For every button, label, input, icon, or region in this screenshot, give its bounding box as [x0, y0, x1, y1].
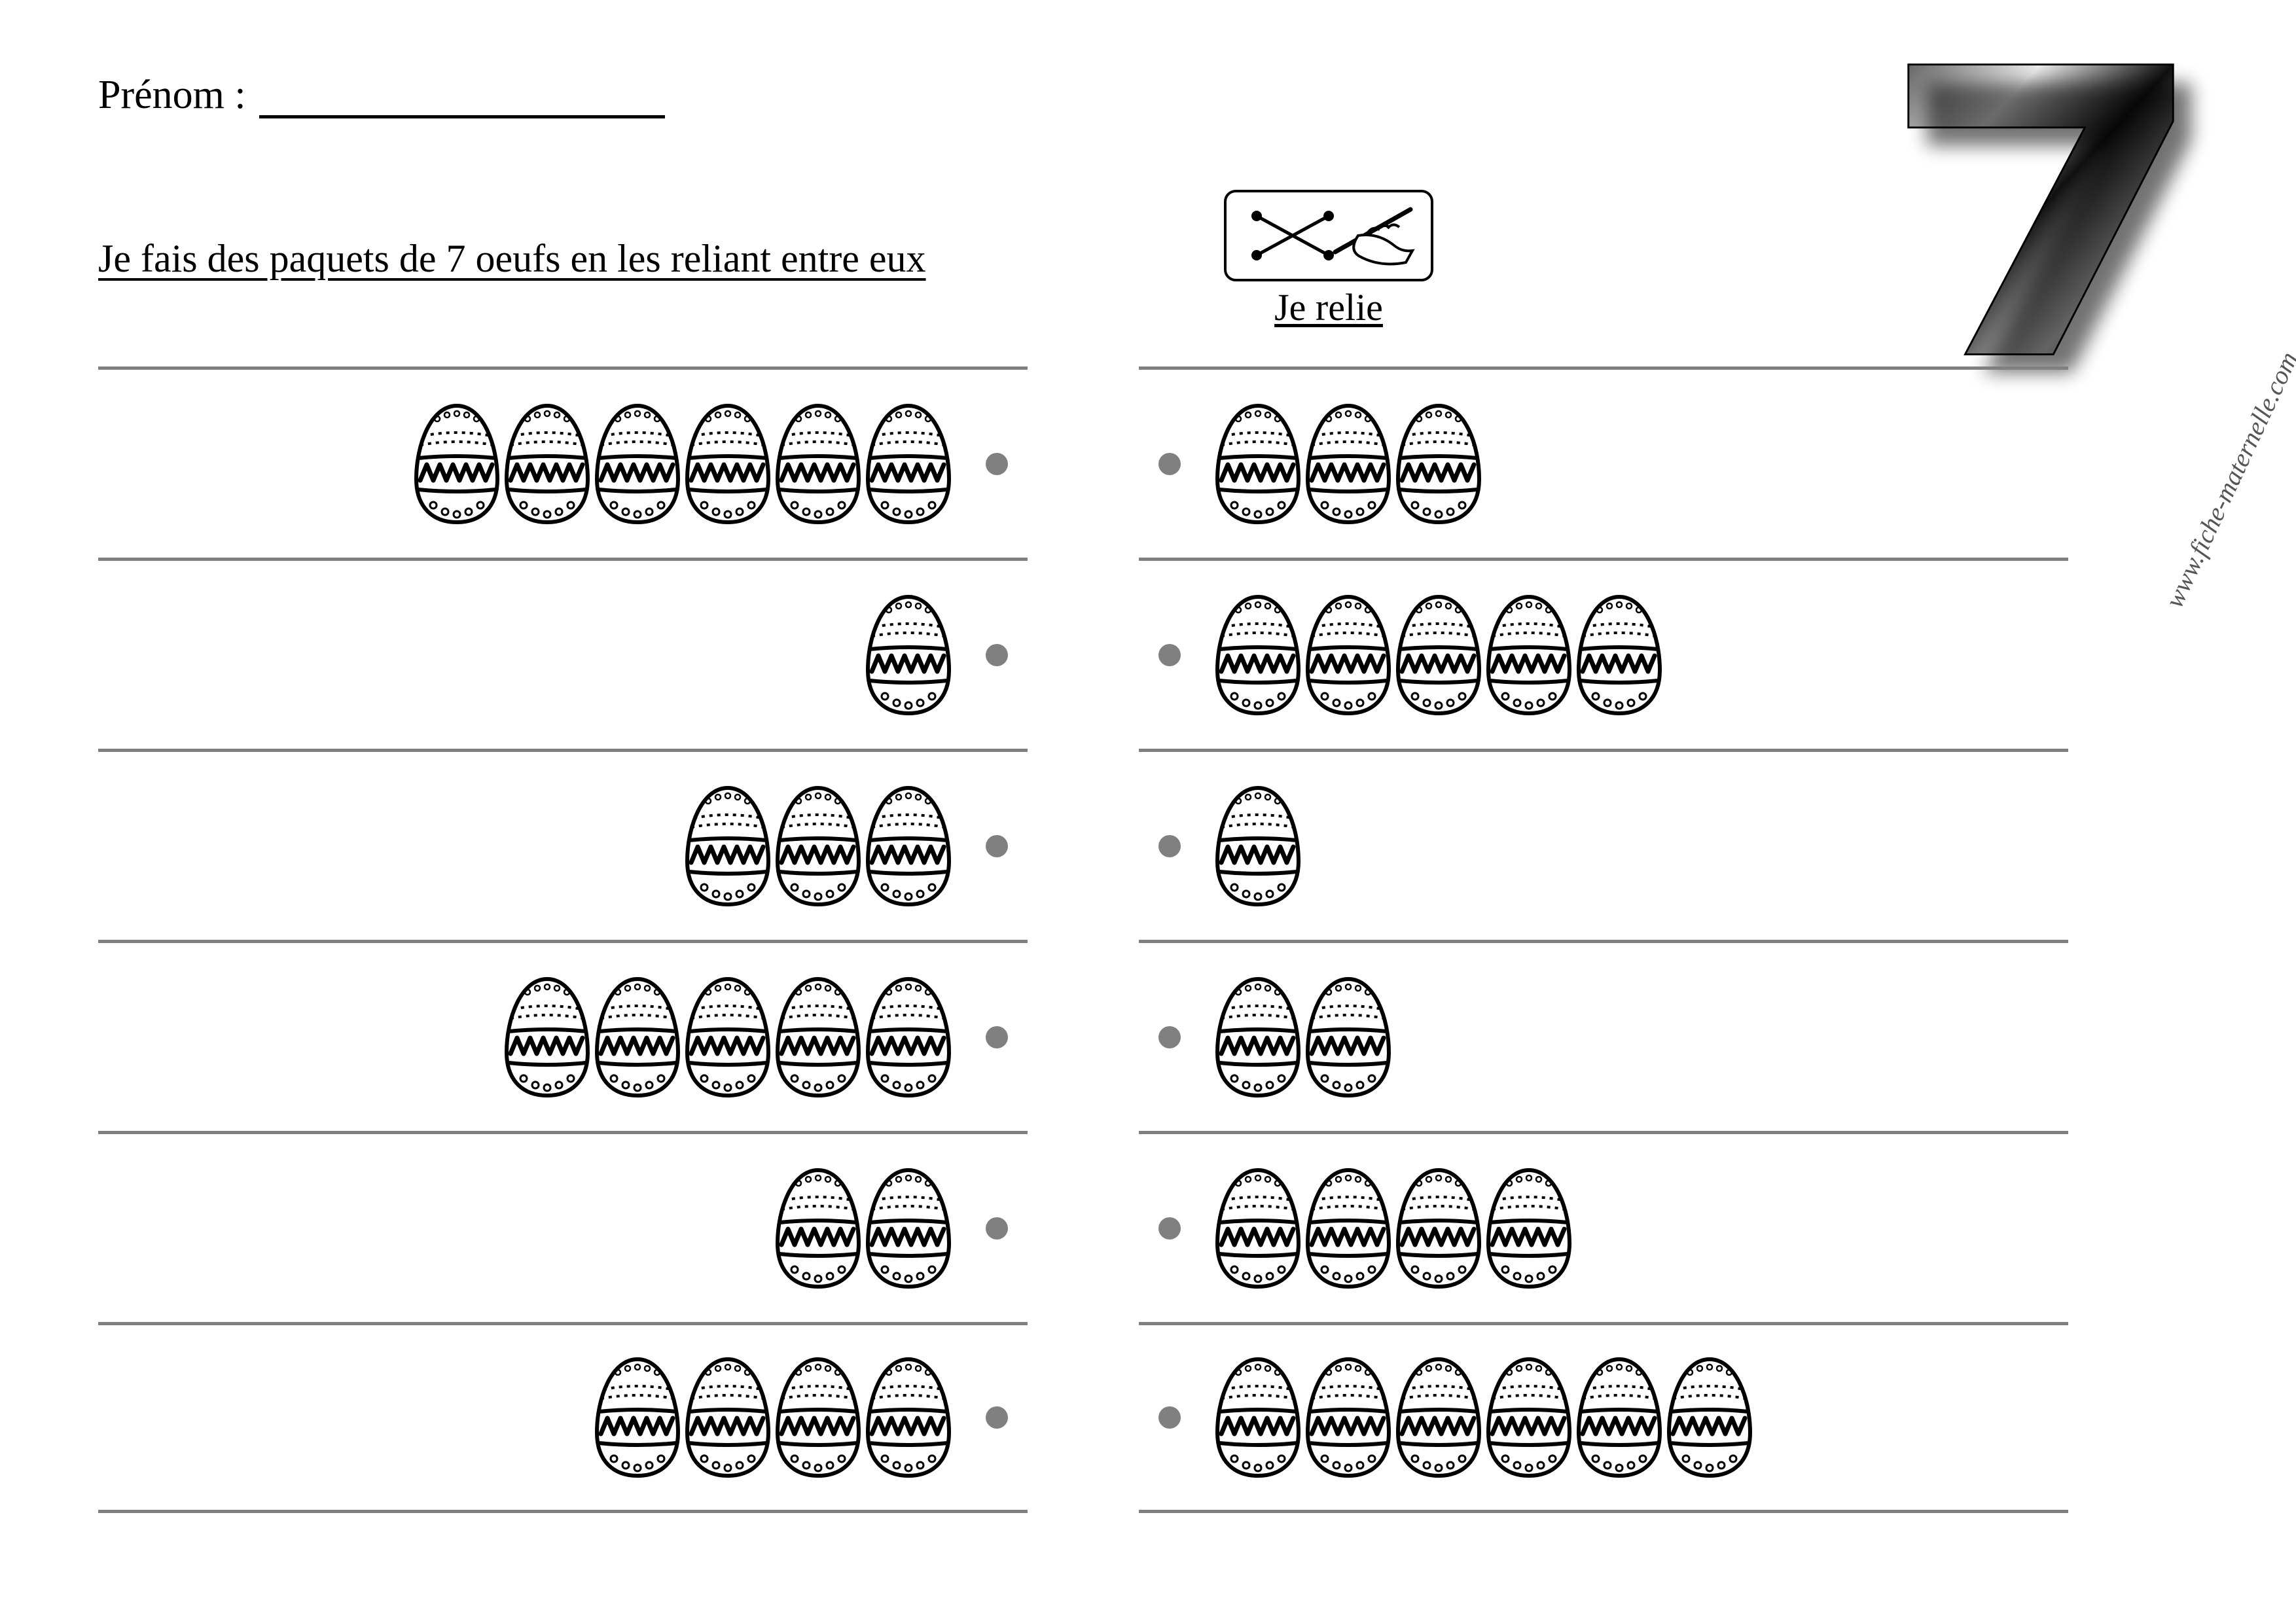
egg-icon: [1572, 1355, 1666, 1480]
egg-icon: [861, 1166, 956, 1291]
egg-icon: [1301, 1355, 1395, 1480]
egg-row[interactable]: [98, 366, 1028, 558]
egg-row[interactable]: [98, 749, 1028, 940]
egg-icon: [500, 402, 594, 526]
egg-icon: [1211, 593, 1305, 717]
matching-grid: [98, 366, 2068, 1513]
egg-group: [1211, 402, 1486, 526]
egg-icon: [681, 975, 775, 1099]
egg-row[interactable]: [98, 940, 1028, 1131]
egg-icon: [1482, 1166, 1576, 1291]
source-url: www.fiche-maternelle.com: [2159, 347, 2296, 613]
egg-icon: [1572, 593, 1666, 717]
egg-icon: [771, 1166, 865, 1291]
egg-icon: [861, 975, 956, 1099]
egg-row[interactable]: [98, 558, 1028, 749]
egg-icon: [1211, 784, 1305, 908]
egg-icon: [1391, 593, 1486, 717]
egg-icon: [590, 975, 685, 1099]
egg-icon: [1482, 593, 1576, 717]
egg-icon: [1211, 975, 1305, 1099]
egg-icon: [500, 975, 594, 1099]
relie-pictogram: Je relie: [1224, 190, 1433, 329]
egg-group: [771, 1166, 956, 1291]
egg-icon: [1301, 593, 1395, 717]
egg-icon: [1301, 402, 1395, 526]
relie-label: Je relie: [1224, 285, 1433, 329]
egg-icon: [771, 975, 865, 1099]
connection-dot[interactable]: [986, 1406, 1008, 1429]
egg-icon: [1391, 402, 1486, 526]
egg-icon: [771, 402, 865, 526]
egg-row[interactable]: [98, 1322, 1028, 1513]
instruction-text: Je fais des paquets de 7 oeufs en les re…: [98, 236, 2217, 281]
egg-row[interactable]: [1139, 1131, 2068, 1322]
egg-row[interactable]: [1139, 940, 2068, 1131]
egg-group: [1211, 784, 1305, 908]
egg-icon: [590, 402, 685, 526]
egg-icon: [1391, 1355, 1486, 1480]
egg-icon: [861, 1355, 956, 1480]
egg-icon: [771, 784, 865, 908]
egg-icon: [861, 402, 956, 526]
egg-icon: [410, 402, 504, 526]
connection-dot[interactable]: [1158, 644, 1181, 666]
egg-row[interactable]: [1139, 749, 2068, 940]
connection-dot[interactable]: [986, 453, 1008, 475]
egg-icon: [1211, 1355, 1305, 1480]
connection-dot[interactable]: [1158, 835, 1181, 857]
egg-icon: [1482, 1355, 1576, 1480]
egg-group: [500, 975, 956, 1099]
egg-group: [590, 1355, 956, 1480]
egg-group: [1211, 1166, 1576, 1291]
egg-row[interactable]: [1139, 366, 2068, 558]
name-field-row: Prénom :: [98, 72, 2217, 118]
egg-icon: [681, 1355, 775, 1480]
relie-icon: [1224, 190, 1433, 281]
worksheet-page: Prénom : Je fais des paquets de 7 oeufs …: [0, 0, 2296, 1623]
egg-icon: [771, 1355, 865, 1480]
connection-dot[interactable]: [1158, 453, 1181, 475]
egg-icon: [861, 593, 956, 717]
name-label: Prénom :: [98, 72, 246, 118]
egg-group: [681, 784, 956, 908]
egg-row[interactable]: [1139, 1322, 2068, 1513]
egg-row[interactable]: [1139, 558, 2068, 749]
egg-icon: [1662, 1355, 1757, 1480]
egg-icon: [1301, 975, 1395, 1099]
egg-group: [1211, 593, 1666, 717]
connection-dot[interactable]: [986, 1217, 1008, 1240]
egg-icon: [1301, 1166, 1395, 1291]
egg-icon: [1211, 1166, 1305, 1291]
connection-dot[interactable]: [1158, 1217, 1181, 1240]
egg-icon: [681, 402, 775, 526]
egg-icon: [590, 1355, 685, 1480]
connection-dot[interactable]: [986, 1026, 1008, 1048]
connection-dot[interactable]: [1158, 1406, 1181, 1429]
egg-group: [410, 402, 956, 526]
egg-icon: [1211, 402, 1305, 526]
egg-icon: [1391, 1166, 1486, 1291]
left-column: [98, 366, 1028, 1513]
egg-group: [861, 593, 956, 717]
egg-icon: [861, 784, 956, 908]
egg-group: [1211, 1355, 1757, 1480]
right-column: [1139, 366, 2068, 1513]
connection-dot[interactable]: [986, 835, 1008, 857]
name-blank-line[interactable]: [259, 78, 665, 118]
egg-icon: [681, 784, 775, 908]
egg-row[interactable]: [98, 1131, 1028, 1322]
connection-dot[interactable]: [986, 644, 1008, 666]
connection-dot[interactable]: [1158, 1026, 1181, 1048]
egg-group: [1211, 975, 1395, 1099]
